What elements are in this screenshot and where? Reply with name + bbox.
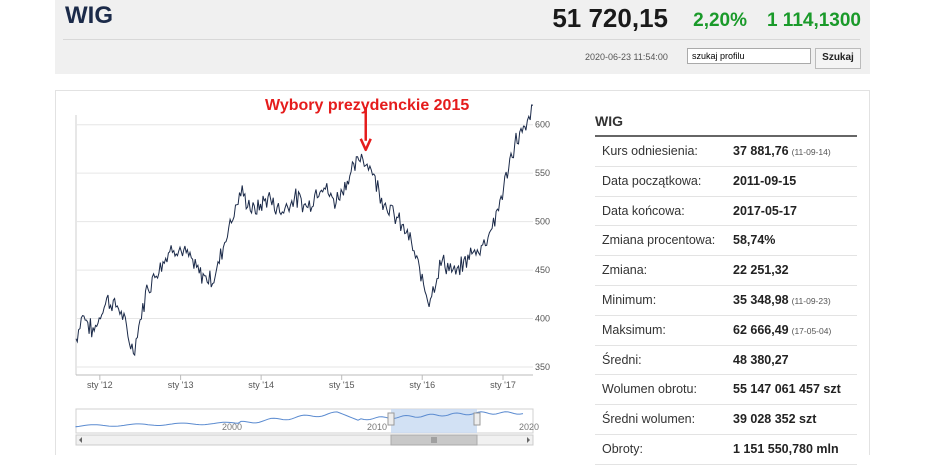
stats-value: 39 028 352 szt [733, 412, 816, 426]
chart-container: 60000,00 55000,00 50000,00 45000,00 40000,00… [60, 95, 573, 455]
x-tick-label: sty '15 [329, 380, 355, 390]
stats-row: Średni wolumen: 39 028 352 szt [595, 405, 857, 435]
quote-datetime: 2020-06-23 11:54:00 [585, 52, 668, 62]
stats-value: 48 380,27 [733, 353, 789, 367]
navigator-x-label: 2000 [222, 422, 242, 432]
stats-value: 2011-09-15 [733, 174, 796, 188]
scroll-left-arrow [79, 437, 82, 443]
stats-value-text: 55 147 061 457 szt [733, 382, 841, 397]
stats-row: Zmiana: 22 251,32 [595, 256, 857, 286]
stats-label: Kurs odniesienia: [602, 144, 698, 158]
stats-label: Zmiana procentowa: [602, 233, 716, 248]
x-tick-label: sty '17 [490, 380, 516, 390]
navigator-x-label: 2020 [519, 422, 539, 432]
stats-row: Minimum: 35 348,98 (11-09-23) [595, 286, 857, 316]
navigator-x-label: 2010 [367, 422, 387, 432]
chart-panel [55, 90, 870, 455]
stats-label: Średni wolumen: [602, 412, 696, 427]
stats-table: Kurs odniesienia: 37 881,76 (11-09-14) Data… [595, 137, 857, 465]
stats-value: 58,74% [733, 233, 775, 247]
stats-row: Zmiana procentowa: 58,74% [595, 226, 857, 257]
x-tick-label: sty '14 [248, 380, 274, 390]
change-absolute: 1 114,1300 [766, 10, 861, 31]
x-tick-label: sty '16 [409, 380, 435, 390]
stats-value-text: 39 028 352 szt [733, 412, 817, 427]
stats-value-text: 62 666,49 [733, 322, 789, 337]
stats-row: Średni: 48 380,27 [595, 346, 857, 376]
stats-value-text: 37 881,76 [733, 144, 789, 158]
scroll-right-arrow [527, 437, 530, 443]
header-divider [63, 39, 860, 40]
stats-value: 35 348,98 (11-09-23) [733, 293, 831, 307]
profile-search-input[interactable] [687, 48, 811, 64]
stats-label: Zmiana: [602, 263, 648, 278]
stats-label: Obroty: [602, 441, 643, 456]
stats-row: Obroty: 1 151 550,780 mln [595, 435, 857, 465]
navigator-scrollbar [75, 434, 534, 446]
stats-row: Kurs odniesienia: 37 881,76 (11-09-14) [595, 137, 857, 167]
y-tick-label: 35000,00 [535, 362, 550, 372]
search-button[interactable]: Szukaj [815, 48, 861, 69]
stats-row: Data początkowa: 2011-09-15 [595, 167, 857, 197]
y-tick-label: 50000,00 [535, 217, 550, 227]
stats-value: 55 147 061 457 szt [733, 382, 841, 396]
stats-date: (11-09-14) [791, 147, 831, 157]
navigator-selection [391, 409, 477, 433]
y-tick-label: 55000,00 [535, 168, 550, 178]
index-line-series [75, 104, 534, 357]
index-price: 51 720,15 [552, 3, 668, 33]
stats-value-text: 2011-09-15 [733, 173, 797, 188]
stats-label: Maksimum: [602, 322, 666, 337]
navigator-handle [387, 412, 395, 426]
navigator-series [75, 411, 524, 428]
stats-label: Średni: [602, 352, 642, 367]
stats-value: 62 666,49 (17-05-04) [733, 323, 831, 337]
stats-row: Data końcowa: 2017-05-17 [595, 197, 857, 227]
stats-value-text: 1 151 550,780 mln [733, 441, 839, 456]
stats-value-text: 22 251,32 [733, 263, 789, 278]
y-tick-label: 60000,00 [535, 120, 550, 130]
stats-title-underline [595, 135, 857, 137]
stats-date: (17-05-04) [791, 325, 832, 336]
stats-value: 22 251,32 [733, 263, 789, 277]
stats-date: (11-09-23) [791, 295, 831, 306]
stats-label: Data początkowa: [602, 173, 702, 188]
stats-label: Wolumen obrotu: [602, 382, 697, 397]
change-percent: 2,20% [693, 10, 747, 31]
stats-value-text: 35 348,98 [733, 292, 789, 307]
x-tick-label: sty '13 [168, 380, 194, 390]
election-annotation: Wybory prezydenckie 2015 [265, 97, 470, 114]
stats-label: Data końcowa: [602, 203, 685, 218]
stats-value-text: 2017-05-17 [733, 203, 797, 218]
stats-value: 2017-05-17 [733, 204, 797, 218]
x-tick-label: sty '12 [87, 380, 113, 390]
stats-value: 37 881,76 (11-09-14) [733, 144, 831, 158]
stats-value-text: 58,74% [733, 233, 776, 248]
y-tick-label: 40000,00 [535, 314, 550, 324]
navigator-handle [473, 412, 481, 426]
stats-title: WIG [595, 113, 623, 129]
annotation-arrow-head [359, 138, 372, 152]
stats-label: Minimum: [602, 292, 657, 307]
stats-row: Wolumen obrotu: 55 147 061 457 szt [595, 375, 857, 406]
stats-value: 1 151 550,780 mln [733, 442, 839, 456]
stats-row: Maksimum: 62 666,49 (17-05-04) [595, 316, 857, 346]
price-chart[interactable]: 60000,00 55000,00 50000,00 45000,00 40000,00… [60, 95, 573, 455]
ticker-symbol: WIG [65, 2, 113, 29]
y-tick-label: 45000,00 [535, 265, 550, 275]
quote-header: WIG 51 720,15 2,20% 1 114,1300 2020-06-2… [55, 0, 870, 74]
stats-value-text: 48 380,27 [733, 352, 789, 367]
